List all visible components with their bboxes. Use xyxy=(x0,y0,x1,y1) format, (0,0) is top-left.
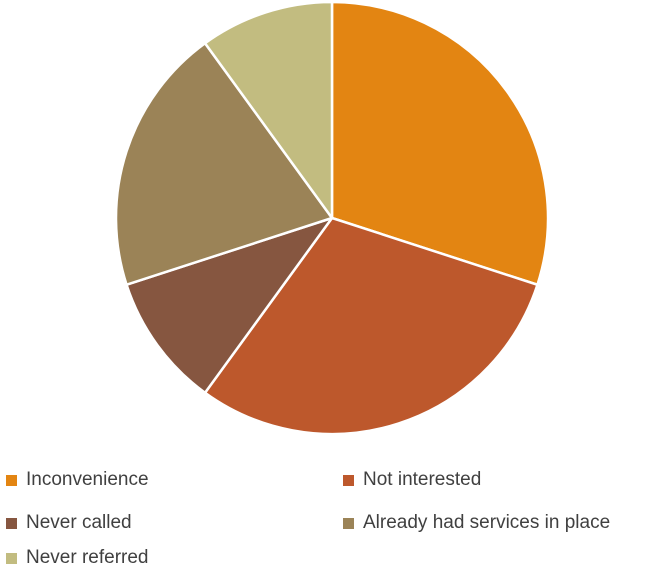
legend-label-never-called: Never called xyxy=(26,512,132,533)
pie-slice-not-interested xyxy=(203,216,539,436)
pie-plot-area xyxy=(114,0,550,436)
legend-swatch-never-called xyxy=(6,517,17,529)
legend-label-inconvenience: Inconvenience xyxy=(26,469,149,490)
legend-label-not-interested: Not interested xyxy=(363,469,482,490)
legend-swatch-not-interested xyxy=(343,474,354,486)
chart-legend: Inconvenience Not interested Never calle… xyxy=(0,468,667,581)
legend-label-already-had-services: Already had services in place xyxy=(363,512,611,533)
legend-item-not-interested: Not interested xyxy=(343,468,481,492)
pie-slice-already-had-services-in-place xyxy=(114,42,334,286)
pie-slice-never-called xyxy=(125,216,334,394)
legend-item-never-called: Never called xyxy=(6,511,132,535)
pie-slice-inconvenience xyxy=(330,0,550,286)
legend-item-already-had-services: Already had services in place xyxy=(343,511,610,535)
legend-swatch-already-had-services xyxy=(343,517,354,529)
legend-swatch-never-referred xyxy=(6,552,17,564)
legend-swatch-inconvenience xyxy=(6,474,17,486)
legend-item-inconvenience: Inconvenience xyxy=(6,468,149,492)
legend-label-never-referred: Never referred xyxy=(26,547,149,568)
pie-slice-never-referred xyxy=(203,0,334,220)
legend-item-never-referred: Never referred xyxy=(6,546,149,570)
